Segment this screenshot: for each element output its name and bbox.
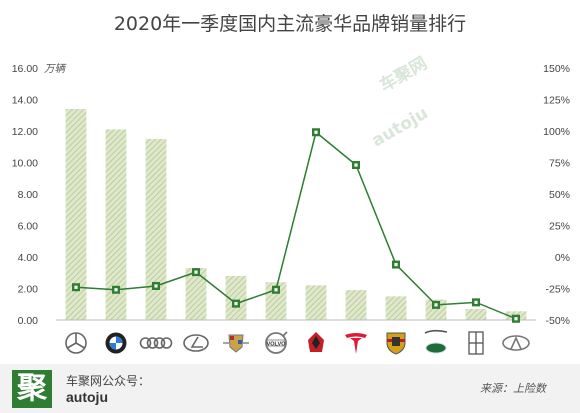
sales-bar <box>305 285 327 320</box>
account-id: autoju <box>66 389 108 405</box>
jaguar-land-rover-logo <box>424 329 448 354</box>
growth-point-center <box>514 317 518 321</box>
sales-bar <box>145 138 167 320</box>
y-right-tick-label: 25% <box>549 221 570 233</box>
audi-logo <box>139 337 173 349</box>
chart-title: 2020年一季度国内主流豪华品牌销量排行 <box>114 13 466 35</box>
y-right-tick-label: 100% <box>543 126 570 138</box>
sales-bar <box>465 308 487 320</box>
sales-bar <box>185 268 207 320</box>
y-left-tick-label: 4.00 <box>18 252 39 264</box>
sales-bar <box>385 296 407 320</box>
y-left-tick-label: 8.00 <box>18 189 39 201</box>
growth-point-center <box>154 284 158 288</box>
growth-line-series <box>72 128 520 323</box>
y-left-axis: 16.00 14.00 12.00 10.00 8.00 6.00 4.00 2.00 0.00 <box>12 63 38 327</box>
y-right-tick-label: 75% <box>549 158 570 170</box>
watermark-en: autoju <box>369 103 432 151</box>
y-left-unit: 万辆 <box>44 63 67 75</box>
y-right-tick-label: 50% <box>549 189 570 201</box>
y-right-tick-label: 125% <box>543 95 570 107</box>
autoju-logo: 聚 <box>12 370 52 408</box>
infiniti-logo <box>502 335 530 351</box>
growth-point-center <box>354 163 358 167</box>
growth-point-center <box>234 302 238 306</box>
svg-text:VOLVO: VOLVO <box>267 341 287 347</box>
sales-bar <box>225 275 247 320</box>
bar-series <box>65 108 527 320</box>
y-right-tick-label: 0% <box>555 252 570 264</box>
y-right-tick-label: -25% <box>545 284 570 296</box>
y-left-tick-label: 16.00 <box>12 63 38 75</box>
growth-point-center <box>314 130 318 134</box>
watermark-cn: 车聚网 <box>376 53 431 97</box>
y-left-tick-label: 10.00 <box>12 158 38 170</box>
sales-bar <box>105 129 127 320</box>
y-left-tick-label: 0.00 <box>18 315 39 327</box>
y-left-tick-label: 6.00 <box>18 221 39 233</box>
growth-point-center <box>274 288 278 292</box>
growth-point-center <box>194 270 198 274</box>
sales-bar <box>65 108 87 320</box>
footer-bar <box>0 364 580 413</box>
y-left-tick-label: 14.00 <box>12 95 38 107</box>
brand-logo-row: VOLVO <box>65 329 530 355</box>
cadillac-logo <box>223 334 249 353</box>
growth-point-center <box>434 303 438 307</box>
y-right-tick-label: 150% <box>543 63 570 75</box>
lincoln-logo <box>468 331 484 355</box>
growth-line <box>75 130 517 320</box>
growth-point-center <box>114 288 118 292</box>
porsche-logo <box>386 332 406 355</box>
mercedes-benz-logo <box>65 332 87 354</box>
sales-bar <box>345 290 367 320</box>
y-left-tick-label: 12.00 <box>12 126 38 138</box>
volvo-logo: VOLVO <box>265 331 288 354</box>
growth-point-center <box>74 285 78 289</box>
lexus-logo <box>183 334 209 352</box>
tesla-logo <box>345 333 367 354</box>
hongqi-logo <box>308 332 324 352</box>
y-right-axis: 150% 125% 100% 75% 50% 25% 0% -25% -50% <box>543 63 570 327</box>
growth-point-center <box>474 300 478 304</box>
y-left-tick-label: 2.00 <box>18 284 39 296</box>
data-source: 来源：上险数 <box>480 382 546 395</box>
y-right-tick-label: -50% <box>545 315 570 327</box>
growth-point-center <box>394 262 398 267</box>
account-label: 车聚网公众号： <box>66 374 151 388</box>
bmw-logo <box>105 332 127 354</box>
